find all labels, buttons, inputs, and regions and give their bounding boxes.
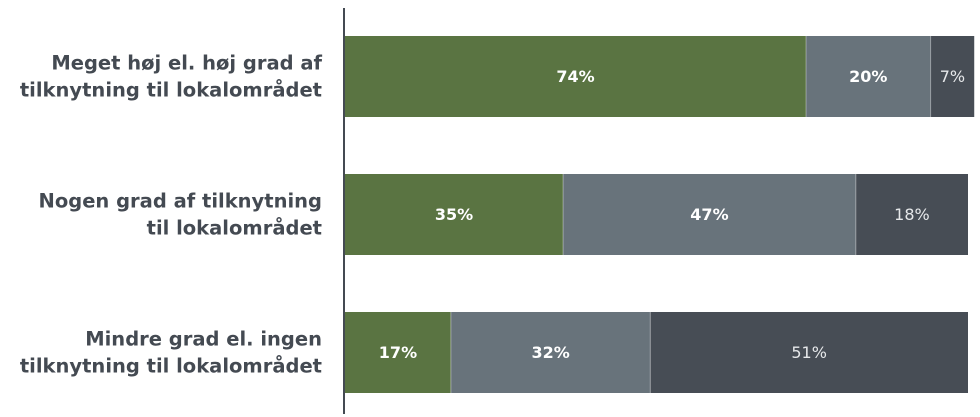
category-label: til lokalområdet xyxy=(147,216,322,240)
data-label: 74% xyxy=(556,67,594,86)
data-label: 18% xyxy=(894,205,930,224)
bar-segment xyxy=(450,312,651,393)
bar-segment xyxy=(650,312,968,393)
category-label: Nogen grad af tilknytning xyxy=(39,190,322,213)
bar-segment xyxy=(345,312,451,393)
data-label: 35% xyxy=(435,205,473,224)
bar-segment xyxy=(563,174,856,255)
category-label: Meget høj el. høj grad af xyxy=(51,52,322,75)
bar-segment xyxy=(345,174,564,255)
bar-segment xyxy=(930,36,975,117)
data-label: 7% xyxy=(940,67,965,86)
data-label: 20% xyxy=(849,67,887,86)
data-label: 32% xyxy=(531,343,569,362)
category-label: tilknytning til lokalområdet xyxy=(20,78,322,102)
data-label: 17% xyxy=(379,343,417,362)
category-label: tilknytning til lokalområdet xyxy=(20,354,322,378)
category-labels: Meget høj el. høj grad af tilknytning til… xyxy=(20,52,323,378)
bar-segment xyxy=(345,36,807,117)
data-label: 47% xyxy=(690,205,728,224)
bar-segment xyxy=(806,36,931,117)
bar-segment xyxy=(855,174,968,255)
data-label: 51% xyxy=(791,343,827,362)
category-label: Mindre grad el. ingen xyxy=(85,328,322,351)
bars-layer: 74% 20% 7% 35% 47% 18% 17% 32% 51% xyxy=(345,36,975,393)
